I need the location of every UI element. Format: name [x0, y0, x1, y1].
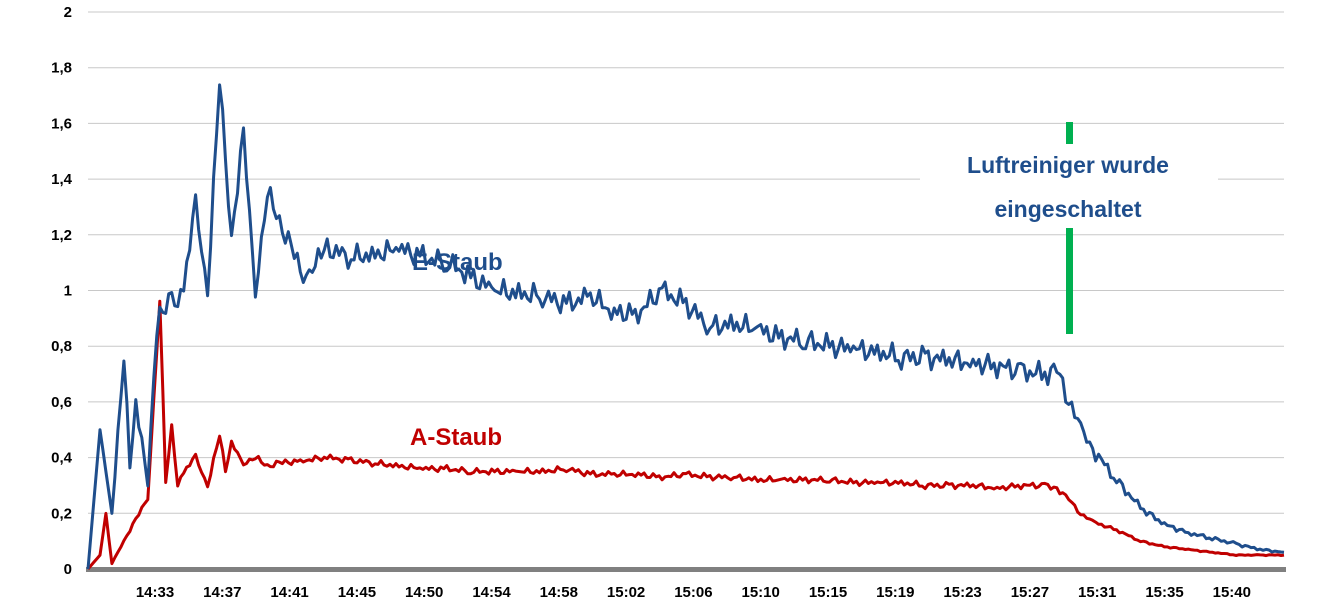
annotation-line-1: Luftreiniger wurde [967, 152, 1169, 178]
series-label-a-staub: A-Staub [410, 424, 502, 451]
x-tick-label: 15:40 [1213, 584, 1251, 601]
y-tick-label: 1 [64, 283, 72, 300]
x-tick-label: 15:31 [1078, 584, 1116, 601]
x-tick-label: 15:23 [943, 584, 981, 601]
y-tick-label: 1,4 [51, 171, 73, 188]
x-tick-label: 15:15 [809, 584, 847, 601]
annotation-marker-top [1066, 122, 1073, 144]
gridlines [88, 11, 1284, 514]
x-tick-label: 15:10 [742, 584, 780, 601]
y-tick-label: 1,8 [51, 60, 72, 77]
y-tick-label: 0 [64, 561, 72, 578]
x-tick-label: 15:19 [876, 584, 914, 601]
annotation-line-2: eingeschaltet [995, 196, 1142, 222]
x-tick-label: 15:35 [1145, 584, 1183, 601]
x-tick-label: 14:58 [540, 584, 578, 601]
x-tick-label: 14:37 [203, 584, 241, 601]
x-axis-baseline [86, 567, 1286, 572]
y-tick-label: 0,2 [51, 505, 72, 522]
series-lines [86, 83, 1285, 570]
x-axis-ticks: 14:33 14:37 14:41 14:45 14:50 14:54 14:58 15:02… [136, 584, 1251, 601]
x-tick-label: 14:41 [270, 584, 308, 601]
x-tick-label: 15:27 [1011, 584, 1049, 601]
x-tick-label: 14:33 [136, 584, 174, 601]
x-tick-label: 15:02 [607, 584, 645, 601]
y-axis-ticks: 0 0,2 0,4 0,6 0,8 1 1,2 1,4 1,6 1,8 2 [51, 4, 73, 578]
x-tick-label: 14:45 [338, 584, 376, 601]
x-tick-label: 15:06 [674, 584, 712, 601]
y-tick-label: 1,2 [51, 227, 72, 244]
y-tick-label: 0,6 [51, 394, 72, 411]
series-label-e-staub: E-Staub [412, 249, 503, 276]
y-tick-label: 2 [64, 4, 72, 21]
annotation: Luftreiniger wurde eingeschaltet [920, 122, 1218, 334]
series-line-a-staub [86, 299, 1285, 570]
annotation-marker-bottom [1066, 228, 1073, 334]
y-tick-label: 0,8 [51, 338, 72, 355]
x-tick-label: 14:54 [472, 584, 511, 601]
annotation-background [920, 146, 1218, 226]
y-tick-label: 0,4 [51, 450, 73, 467]
x-tick-label: 14:50 [405, 584, 443, 601]
series-line-e-staub [86, 83, 1285, 570]
y-tick-label: 1,6 [51, 115, 72, 132]
